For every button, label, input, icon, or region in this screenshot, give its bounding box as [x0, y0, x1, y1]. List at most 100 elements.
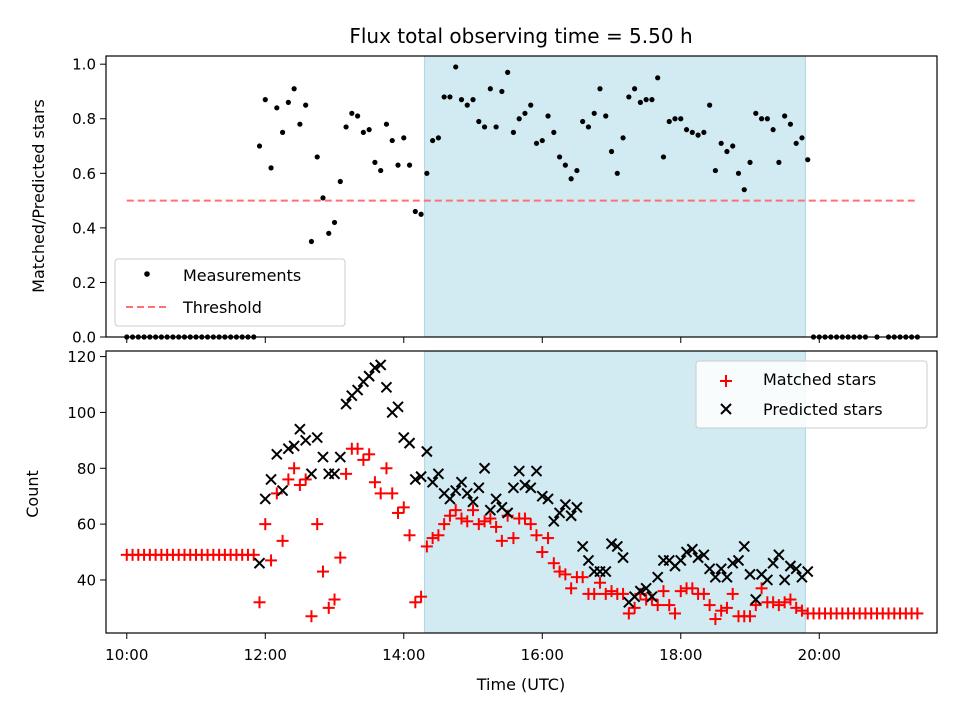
measurement-point [649, 97, 655, 103]
measurement-point [683, 127, 690, 133]
measurement-point [337, 178, 343, 185]
bottom-y-axis-label: Count [23, 470, 42, 518]
matched-star-point [547, 557, 560, 570]
measurement-point [695, 132, 701, 138]
x-axis-label: Time (UTC) [476, 675, 565, 694]
measurement-point [343, 124, 349, 130]
predicted-star-point [732, 554, 745, 567]
matched-star-point [784, 593, 797, 606]
measurement-point [603, 113, 609, 119]
predicted-star-point [600, 565, 612, 578]
measurement-point [805, 157, 811, 163]
predicted-star-point [288, 440, 300, 452]
top-y-axis-label: Matched/Predicted stars [29, 99, 48, 293]
matched-star-point [328, 593, 341, 606]
measurement-point [331, 219, 338, 226]
measurement-point [476, 118, 482, 125]
predicted-star-point [282, 443, 295, 455]
measurement-point [406, 162, 413, 168]
measurement-point [505, 69, 511, 75]
matched-star-point [749, 599, 762, 612]
matched-star-point [409, 596, 422, 609]
predicted-star-point [576, 540, 589, 553]
measurement-point [262, 97, 268, 103]
predicted-star-point [634, 585, 647, 597]
predicted-star-point [646, 590, 658, 603]
matched-star-point [472, 518, 485, 531]
predicted-star-point [473, 482, 485, 494]
measurement-point [597, 86, 603, 92]
matched-star-point [397, 501, 410, 514]
predicted-star-point [773, 549, 785, 561]
top-y-tick-label: 0.4 [72, 219, 96, 237]
matched-star-point [340, 467, 353, 480]
measurement-point [551, 129, 557, 135]
predicted-star-point [374, 359, 387, 371]
measurement-point [464, 102, 470, 108]
matched-star-point [715, 604, 728, 617]
matched-star-point [484, 512, 497, 525]
top-panel: 0.0 0.2 0.4 0.6 0.8 1.0 Flux total observing … [29, 24, 938, 347]
matched-star-point [518, 512, 531, 525]
matched-star-point [265, 554, 278, 567]
measurement-point [655, 75, 661, 81]
predicted-star-point [271, 448, 283, 461]
measurement-point [453, 64, 459, 70]
bottom-y-tick-label: 40 [77, 571, 96, 589]
matched-star-point [593, 576, 606, 589]
predicted-star-point [363, 370, 375, 382]
matched-star-point [282, 473, 295, 486]
top-plot-frame [105, 55, 938, 338]
predicted-star-point [392, 401, 404, 413]
matched-star-point [669, 607, 682, 620]
legend-predicted-label: Predicted stars [763, 400, 883, 419]
measurement-point [689, 129, 695, 135]
matched-star-point [744, 610, 757, 623]
measurement-point [764, 116, 770, 122]
measurement-point [314, 154, 320, 160]
measurement-point [758, 116, 765, 122]
predicted-star-point [709, 571, 722, 583]
measurement-point [274, 105, 280, 111]
measurement-point [308, 238, 315, 245]
bottom-legend-box [695, 360, 928, 429]
measurement-point [608, 148, 615, 155]
matched-star-point [530, 529, 543, 542]
matched-star-point [426, 532, 439, 545]
predicted-star-point [778, 574, 791, 586]
measurement-point [481, 124, 488, 130]
predicted-star-point [317, 451, 329, 463]
matched-star-point [322, 601, 335, 614]
predicted-star-point [767, 557, 779, 569]
predicted-star-point [530, 465, 543, 477]
predicted-star-point [565, 510, 577, 522]
predicted-star-point [582, 554, 595, 567]
measurement-point [418, 211, 424, 217]
predicted-star-point [703, 563, 716, 575]
matched-star-point [576, 571, 589, 584]
predicted-star-point [265, 473, 277, 486]
measurement-point [741, 187, 747, 193]
legend-measurements-label: Measurements [183, 266, 301, 285]
matched-star-point [686, 582, 699, 595]
predicted-star-point [640, 582, 652, 595]
matched-star-point [790, 601, 803, 614]
predicted-star-point [698, 549, 710, 561]
measurement-point [787, 121, 794, 127]
matched-star-point [524, 518, 537, 531]
predicted-star-point [559, 498, 572, 511]
measurement-point [632, 86, 638, 92]
top-y-tick-label: 1.0 [72, 56, 96, 74]
matched-star-point [795, 604, 808, 617]
predicted-star-point [369, 362, 381, 374]
predicted-star-point [478, 462, 491, 474]
bottom-y-tick-label: 100 [67, 404, 96, 422]
matched-star-point [467, 504, 480, 517]
predicted-star-point [617, 551, 629, 564]
matched-star-point [259, 518, 272, 531]
predicted-star-point [432, 468, 445, 480]
predicted-star-point [790, 563, 802, 575]
predicted-star-point [507, 482, 520, 494]
matched-star-point [247, 548, 260, 561]
matched-star-point [432, 529, 445, 542]
